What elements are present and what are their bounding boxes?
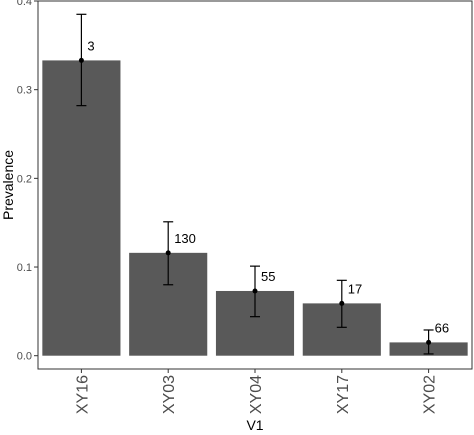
y-tick-label: 0.4 <box>17 0 32 8</box>
data-label-xy04: 55 <box>261 269 275 284</box>
data-label-xy03: 130 <box>174 231 196 246</box>
point-xy04 <box>252 288 258 294</box>
y-tick-label: 0.0 <box>17 351 32 363</box>
points-layer <box>78 57 432 345</box>
bar-xy16 <box>42 60 121 356</box>
point-xy02 <box>426 339 432 345</box>
x-tick-label: XY04 <box>248 375 265 414</box>
data-label-xy16: 3 <box>87 38 94 53</box>
x-tick-label: XY03 <box>161 375 178 414</box>
point-xy17 <box>339 300 345 306</box>
point-xy16 <box>78 57 84 63</box>
y-tick-label: 0.1 <box>17 262 32 274</box>
x-axis-ticks: XY16 XY03 XY04 XY17 XY02 <box>74 369 439 414</box>
y-axis-ticks: 0.0 0.1 0.2 0.3 0.4 <box>17 0 38 363</box>
y-tick-label: 0.2 <box>17 173 32 185</box>
data-label-xy02: 66 <box>435 320 449 335</box>
data-label-xy17: 17 <box>348 281 362 296</box>
data-labels-layer: 3 130 55 17 66 <box>87 38 449 335</box>
x-tick-label: XY16 <box>74 375 91 414</box>
panel-border <box>37 0 473 370</box>
x-axis-title: V1 <box>246 417 263 433</box>
x-tick-label: XY02 <box>422 375 439 414</box>
point-xy03 <box>165 250 171 256</box>
y-axis-title: Prevalence <box>0 150 16 220</box>
y-tick-label: 0.3 <box>17 85 32 97</box>
x-tick-label: XY17 <box>335 375 352 414</box>
